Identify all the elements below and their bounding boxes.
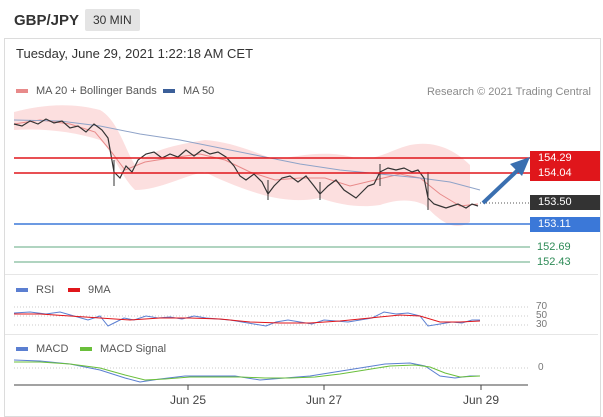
- forecast-arrow-shaft: [481, 166, 522, 205]
- candle-wicks: [113, 160, 429, 210]
- rsi-9ma-line: [14, 313, 481, 324]
- macd-signal-line: [14, 361, 481, 381]
- price-candles: [13, 118, 479, 209]
- date-label-2: Jun 27: [306, 393, 343, 407]
- rsi-tick-50: 50: [536, 310, 548, 321]
- legend-swatch-ma-bb: [16, 89, 28, 93]
- legend-swatch-macd-signal: [80, 347, 92, 351]
- date-label-1: Jun 25: [170, 393, 207, 407]
- legend-ma50-label: MA 50: [183, 85, 215, 97]
- rsi-tick-30: 30: [536, 319, 548, 330]
- legend-macd-label: MACD: [36, 343, 69, 355]
- legend-ma50: MA 50: [163, 85, 214, 97]
- legend-ma-bb: MA 20 + Bollinger Bands: [16, 85, 157, 97]
- bollinger-band: [14, 105, 470, 226]
- legend-swatch-ma50: [163, 89, 175, 93]
- level-label-s2: 152.69: [537, 241, 571, 253]
- legend-swatch-macd: [16, 347, 28, 351]
- legend-macd-signal-label: MACD Signal: [100, 343, 167, 355]
- legend-rsi-label: RSI: [36, 284, 55, 296]
- level-tag-s1: 153.11: [530, 217, 600, 232]
- macd-tick-zero: 0: [538, 362, 544, 373]
- rsi-panel: [13, 306, 528, 327]
- separator-macd: [5, 334, 598, 335]
- forecast-arrow-head: [510, 157, 530, 176]
- rsi-line: [13, 311, 480, 327]
- macd-line: [13, 359, 480, 383]
- ma20-line: [13, 119, 479, 207]
- legend-rsi: RSI: [16, 284, 54, 296]
- legend-ma-bb-label: MA 20 + Bollinger Bands: [36, 85, 157, 97]
- rsi-tick-70: 70: [536, 301, 548, 312]
- ma50-line: [13, 119, 481, 191]
- legend-swatch-rsi: [16, 288, 28, 292]
- legend-9ma-label: 9MA: [88, 284, 111, 296]
- chart-panel: [4, 38, 601, 417]
- legend-macd: MACD: [16, 343, 68, 355]
- timeframe-button[interactable]: 30 MIN: [85, 9, 140, 31]
- level-tag-r2: 154.04: [530, 166, 600, 181]
- top-bar: GBP/JPY 30 MIN: [0, 0, 603, 38]
- legend-swatch-9ma: [68, 288, 80, 292]
- level-label-s3: 152.43: [537, 256, 571, 268]
- legend-9ma: 9MA: [68, 284, 111, 296]
- separator-rsi: [5, 274, 598, 275]
- legend-macd-signal: MACD Signal: [80, 343, 166, 355]
- macd-panel: [13, 359, 528, 383]
- copyright-text: Research © 2021 Trading Central: [426, 86, 591, 98]
- level-tag-current: 153.50: [530, 195, 600, 210]
- date-ticks: [187, 385, 482, 390]
- date-label-3: Jun 29: [463, 393, 500, 407]
- symbol-title: GBP/JPY: [14, 12, 80, 29]
- chart-datetime: Tuesday, June 29, 2021 1:22:18 AM CET: [16, 46, 254, 61]
- level-tag-r1: 154.29: [530, 151, 600, 166]
